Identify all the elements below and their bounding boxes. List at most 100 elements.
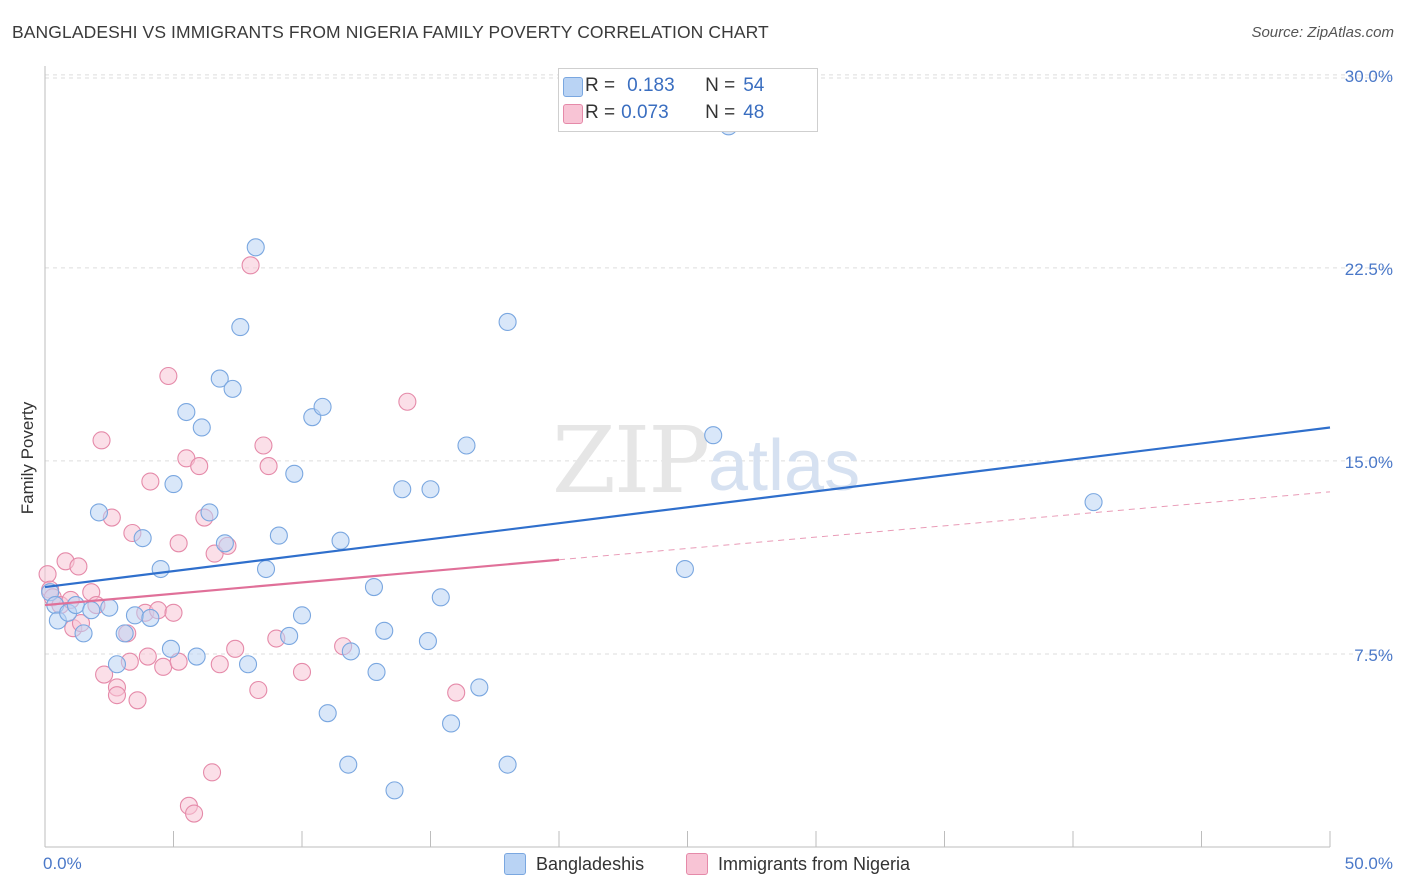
data-point-nigeria [92, 431, 111, 450]
stats-legend: R = 0.183 N = 54 R = 0.073 N = 48 [558, 68, 818, 132]
trend-line-nigeria-extension [558, 491, 1331, 561]
data-point-bangladeshi [161, 639, 180, 658]
data-point-bangladeshi [331, 531, 350, 550]
data-point-bangladeshi [704, 426, 723, 445]
data-point-nigeria [185, 804, 204, 823]
data-point-bangladeshi [367, 662, 386, 682]
data-point-bangladeshi [66, 596, 85, 615]
data-point-bangladeshi [418, 632, 437, 651]
data-point-nigeria [398, 392, 417, 411]
data-point-bangladeshi [470, 678, 489, 697]
data-point-bangladeshi [256, 559, 276, 579]
data-point-bangladeshi [133, 529, 152, 548]
data-point-bangladeshi [238, 655, 258, 674]
legend-r-label: R = [585, 75, 616, 96]
data-point-bangladeshi [375, 621, 394, 640]
data-point-bangladeshi [341, 642, 360, 661]
legend-item-nigeria: Immigrants from Nigeria [686, 851, 910, 877]
data-point-bangladeshi [1084, 493, 1103, 512]
data-point-bangladeshi [107, 655, 127, 674]
x-tick-label: 0.0% [43, 854, 82, 873]
chart-title: BANGLADESHI VS IMMIGRANTS FROM NIGERIA F… [12, 22, 769, 42]
legend-row-nigeria: R = 0.073 N = 48 [563, 101, 765, 125]
data-point-nigeria [254, 436, 273, 455]
data-point-bangladeshi [421, 480, 440, 499]
data-point-bangladeshi [498, 312, 517, 332]
data-point-bangladeshi [192, 418, 211, 437]
series-bangladeshi-points [41, 117, 1103, 800]
data-point-nigeria [292, 662, 312, 682]
trend-lines [44, 426, 1331, 607]
data-point-bangladeshi [313, 397, 332, 416]
trend-line-nigeria [44, 558, 560, 607]
legend-row-bangladeshi: R = 0.183 N = 54 [563, 74, 765, 98]
data-point-bangladeshi [339, 755, 358, 774]
data-point-nigeria [69, 557, 88, 576]
data-point-bangladeshi [269, 526, 288, 545]
data-point-bangladeshi [141, 608, 160, 627]
data-point-bangladeshi [292, 606, 312, 625]
data-point-bangladeshi [115, 624, 134, 643]
data-point-bangladeshi [457, 436, 476, 455]
legend-n-value: 48 [743, 102, 765, 123]
watermark-atlas: atlas [708, 426, 860, 506]
legend-label: Immigrants from Nigeria [718, 853, 911, 874]
legend-swatch-pink [563, 104, 583, 124]
source-label: Source: ZipAtlas.com [1251, 24, 1394, 41]
data-point-bangladeshi [210, 369, 229, 388]
data-point-nigeria [138, 647, 157, 666]
data-point-nigeria [259, 457, 278, 476]
data-point-bangladeshi [431, 588, 450, 607]
legend-r-value: 0.073 [621, 102, 669, 123]
legend-swatch-blue [563, 77, 583, 97]
watermark: ZIP atlas [552, 407, 860, 514]
data-point-nigeria [210, 655, 229, 674]
legend-n-value: 54 [743, 75, 765, 96]
data-point-bangladeshi [100, 598, 119, 617]
data-point-bangladeshi [164, 475, 183, 494]
data-point-nigeria [95, 665, 114, 684]
data-point-nigeria [38, 565, 57, 584]
x-tick-label: 50.0% [1345, 854, 1393, 873]
y-tick-label: 30.0% [1345, 67, 1393, 86]
data-point-bangladeshi [231, 318, 250, 337]
series-nigeria-points [38, 256, 466, 823]
data-point-bangladeshi [246, 238, 265, 257]
watermark-zip: ZIP [552, 407, 708, 514]
data-point-bangladeshi [82, 601, 101, 620]
axes [44, 66, 1331, 848]
data-point-bangladeshi [442, 714, 461, 733]
gridlines [45, 74, 1392, 655]
legend-n-label: N = [705, 75, 736, 96]
data-point-bangladeshi [675, 559, 694, 579]
y-tick-label: 15.0% [1345, 453, 1393, 472]
data-point-nigeria [203, 763, 222, 782]
legend-label: Bangladeshis [536, 853, 645, 874]
data-point-bangladeshi [187, 647, 206, 666]
data-point-bangladeshi [285, 464, 304, 483]
data-point-bangladeshi [364, 577, 384, 597]
data-point-nigeria [241, 256, 260, 275]
data-point-nigeria [154, 657, 173, 676]
y-tick-label: 22.5% [1345, 260, 1393, 279]
data-point-bangladeshi [177, 402, 196, 422]
data-point-bangladeshi [385, 781, 404, 800]
data-point-nigeria [141, 472, 160, 491]
data-point-bangladeshi [223, 379, 242, 398]
data-point-bangladeshi [393, 480, 412, 499]
data-point-nigeria [107, 686, 127, 705]
data-point-nigeria [169, 534, 188, 553]
legend-n-label: N = [705, 102, 736, 123]
y-tick-labels: 7.5% 15.0% 22.5% 30.0% [1345, 67, 1393, 665]
data-point-bangladeshi [318, 704, 337, 723]
data-point-nigeria [128, 691, 147, 710]
data-point-bangladeshi [498, 755, 517, 774]
data-point-nigeria [226, 639, 245, 658]
data-point-nigeria [159, 366, 178, 386]
x-tick-labels: 0.0% 50.0% [43, 854, 1393, 873]
data-point-bangladeshi [151, 559, 170, 579]
legend-swatch-pink [686, 853, 708, 875]
trend-line-bangladeshi [44, 426, 1331, 589]
data-point-bangladeshi [74, 624, 93, 643]
